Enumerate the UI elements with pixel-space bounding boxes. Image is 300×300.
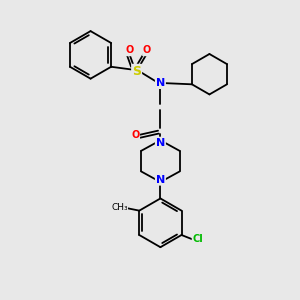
Text: N: N	[156, 175, 165, 185]
Text: N: N	[156, 138, 165, 148]
Text: O: O	[143, 45, 151, 56]
Text: S: S	[132, 65, 141, 78]
Text: O: O	[131, 130, 139, 140]
Text: CH₃: CH₃	[112, 203, 128, 212]
Text: O: O	[125, 45, 133, 56]
Text: Cl: Cl	[193, 235, 203, 244]
Text: N: N	[156, 78, 165, 88]
